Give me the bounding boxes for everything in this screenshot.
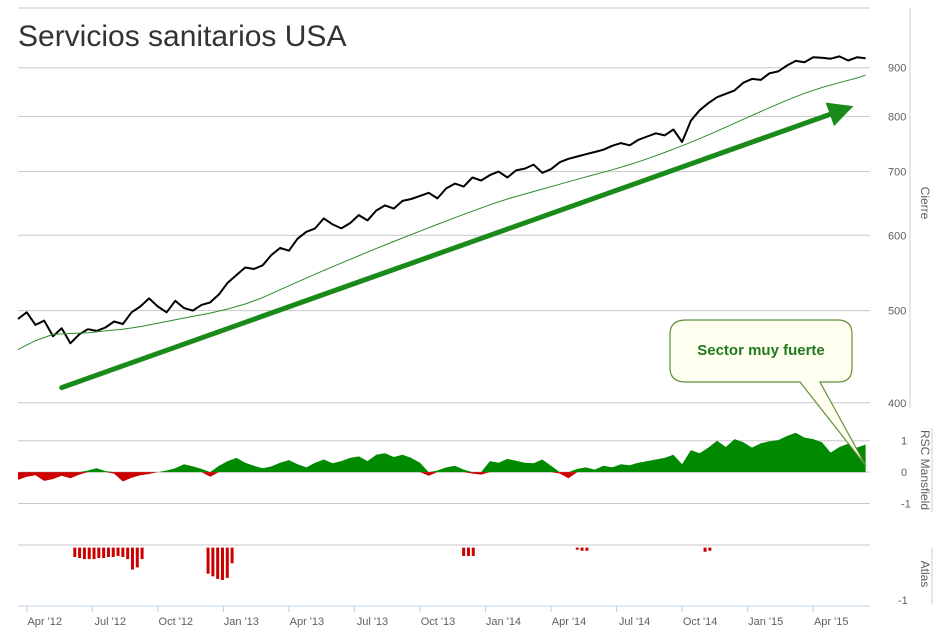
- atlas-bar: [575, 547, 579, 550]
- y-tick-label: 600: [888, 230, 906, 242]
- atlas-bar: [121, 547, 125, 557]
- atlas-axis-title: Atlas: [918, 561, 932, 588]
- x-tick-label: Jan '13: [224, 616, 259, 628]
- callout-bubble: [669, 319, 867, 467]
- atlas-bar: [97, 547, 101, 559]
- trend-arrow: [59, 102, 854, 391]
- y-tick-label: 700: [888, 167, 906, 179]
- rsc-positive-area: [18, 432, 866, 473]
- atlas-bar: [216, 547, 220, 579]
- atlas-bar: [220, 547, 224, 580]
- atlas-bar: [92, 547, 96, 560]
- atlas-bar: [87, 547, 91, 560]
- atlas-bar: [471, 547, 475, 556]
- atlas-bar: [130, 547, 134, 570]
- rsc-negative-area: [18, 472, 866, 482]
- atlas-bar: [225, 547, 229, 578]
- atlas-bar: [230, 547, 234, 564]
- atlas-bar: [466, 547, 470, 556]
- y-tick-label: 500: [888, 306, 906, 318]
- atlas-bar: [140, 547, 144, 560]
- x-tick-label: Apr '12: [27, 616, 62, 628]
- x-tick-label: Apr '14: [552, 616, 587, 628]
- chart-title: Servicios sanitarios USA: [18, 20, 347, 53]
- rsc-tick-label: 1: [901, 436, 907, 448]
- atlas-bar: [126, 547, 130, 560]
- atlas-bar: [78, 547, 82, 559]
- close-price-line: [17, 55, 866, 345]
- x-tick-label: Oct '12: [159, 616, 194, 628]
- atlas-bar: [703, 547, 707, 552]
- atlas-bar: [106, 547, 110, 557]
- x-tick-label: Apr '13: [290, 616, 325, 628]
- x-tick-label: Oct '13: [421, 616, 456, 628]
- x-tick-label: Apr '15: [814, 616, 849, 628]
- atlas-bar: [116, 547, 120, 556]
- atlas-bar: [585, 547, 589, 551]
- atlas-tick-label: -1: [898, 595, 908, 607]
- x-tick-label: Jul '14: [619, 616, 650, 628]
- atlas-bar: [211, 547, 215, 577]
- rsc-tick-label: 0: [901, 467, 907, 479]
- annotation-label: Sector muy fuerte: [697, 342, 825, 359]
- x-tick-label: Jul '12: [95, 616, 126, 628]
- y-tick-label: 800: [888, 111, 906, 123]
- x-tick-label: Jan '15: [748, 616, 783, 628]
- atlas-bar: [82, 547, 86, 560]
- moving-average-line: [17, 74, 866, 351]
- x-tick-label: Jan '14: [486, 616, 521, 628]
- atlas-bar: [111, 547, 115, 557]
- atlas-bar: [102, 547, 106, 559]
- y-tick-label: 900: [888, 63, 906, 75]
- y-axis-title: Cierre: [918, 187, 932, 220]
- x-tick-label: Oct '14: [683, 616, 718, 628]
- atlas-bar: [462, 547, 466, 556]
- atlas-bar: [73, 547, 77, 557]
- atlas-bar: [580, 547, 584, 551]
- y-tick-label: 400: [888, 398, 906, 410]
- atlas-bar: [135, 547, 139, 568]
- atlas-bar: [708, 547, 712, 551]
- rsc-axis-title: RSC Mansfield: [918, 430, 932, 510]
- atlas-bar: [206, 547, 210, 574]
- rsc-tick-label: -1: [901, 498, 911, 510]
- x-tick-label: Jul '13: [357, 616, 388, 628]
